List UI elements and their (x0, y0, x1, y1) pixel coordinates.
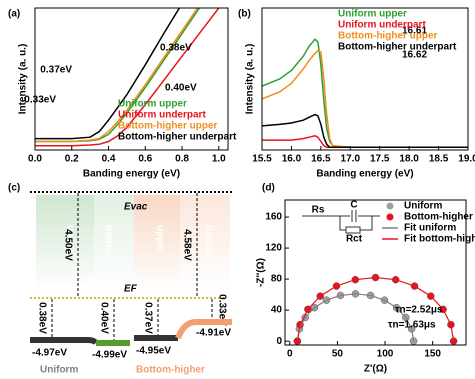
x-tick-label: 150 (424, 349, 441, 360)
annotation: 0.33eV (24, 95, 56, 106)
y-tick-label: 120 (265, 243, 282, 254)
x-tick-label: 0.8 (175, 154, 189, 165)
band (30, 337, 99, 345)
region-label: upper (64, 225, 75, 253)
x-tick-label: 18.5 (429, 154, 449, 165)
panel-label: (a) (8, 9, 20, 20)
circuit-label: Rs (312, 205, 325, 216)
energy-diagram: (c) upper bottom upper bottom Evac EF 4.… (8, 183, 232, 376)
legend-label: Uniform upper (338, 9, 407, 20)
region-label: bottom (102, 225, 113, 259)
legend-label: Bottom-higher underpart (338, 42, 457, 53)
y-axis-label: Intensity (a. u.) (18, 44, 29, 115)
work-function: 4.58eV (181, 229, 192, 261)
y-tick-label: 160 (265, 212, 282, 223)
axes-frame (261, 7, 469, 151)
x-tick-label: 16.5 (311, 154, 331, 165)
panel-label: (c) (8, 183, 20, 194)
level-label: Evac (124, 202, 148, 213)
circuit-label: Rct (346, 234, 363, 245)
axes-frame (284, 199, 467, 346)
region-label: bottom (202, 225, 213, 259)
legend-label: Uniform upper (118, 99, 187, 110)
annotation: 0.38eV (160, 43, 192, 54)
x-axis-label: Banding energy (eV) (83, 169, 180, 180)
gap: 0.33eV (216, 294, 227, 326)
legend-label: Bottom-higher upper (338, 31, 438, 42)
data-line (262, 135, 468, 148)
legend-symbol (386, 213, 394, 221)
data-line (35, 8, 181, 140)
panel-label: (d) (262, 183, 275, 194)
legend-label: Uniform underpart (118, 110, 206, 121)
y-tick-label: 80 (271, 274, 283, 285)
y-axis-label: Intensity (a. u.) (245, 44, 256, 115)
gap: 0.37eV (142, 302, 153, 334)
plot-area (262, 38, 468, 148)
annotation: τn=2.52μs (395, 305, 443, 316)
annotation: 16.62 (402, 50, 427, 61)
data-line (35, 8, 220, 147)
band (175, 319, 232, 340)
annotation: 0.37eV (40, 65, 72, 76)
circuit (302, 210, 380, 234)
x-tick-label: 19.0 (458, 154, 475, 165)
legend-label: Uniform (404, 201, 442, 212)
work-function: 4.50eV (62, 229, 73, 261)
x-tick-label: 100 (377, 349, 394, 360)
x-tick-label: 0.0 (28, 154, 42, 165)
fit-line (296, 293, 415, 342)
plot-area (293, 273, 458, 345)
region (180, 195, 230, 290)
group-label: Bottom-higher (136, 365, 205, 376)
x-tick-label: 0 (287, 349, 293, 360)
gap: 0.40eV (98, 302, 109, 334)
x-tick-label: 17.0 (341, 154, 361, 165)
legend-symbol (386, 202, 394, 210)
panel-label: (b) (238, 9, 251, 20)
x-axis-label: Z'(Ω) (364, 364, 387, 375)
x-tick-label: 18.0 (399, 154, 419, 165)
fit-line (296, 276, 455, 342)
y-axis-label: -Z''(Ω) (256, 258, 267, 287)
data-line (262, 49, 468, 148)
x-tick-label: 0.6 (138, 154, 152, 165)
region (134, 195, 180, 290)
legend-label: Uniform underpart (338, 20, 426, 31)
data-line (262, 113, 468, 148)
x-tick-label: 0.4 (102, 154, 116, 165)
legend-label: Fit uniform (404, 223, 456, 234)
annotation: τn=1.63μs (388, 320, 436, 331)
data-line (262, 38, 468, 148)
arrows (51, 193, 213, 340)
legend-label: Fit bottom-higher (404, 234, 475, 245)
legend-label: Bottom-higher upper (118, 121, 218, 132)
band-energy: -4.95eV (136, 346, 171, 357)
x-tick-label: 50 (332, 349, 344, 360)
region-label: upper (154, 225, 165, 253)
x-tick-label: 15.5 (252, 154, 272, 165)
region (36, 195, 94, 290)
annotation: 0.40eV (165, 83, 197, 94)
x-axis-label: Banding energy (eV) (316, 169, 413, 180)
circuit-label: C (350, 200, 357, 211)
x-tick-label: 17.5 (370, 154, 390, 165)
legend-label: Bottom-higher underpart (118, 132, 237, 143)
x-tick-label: 1.0 (212, 154, 226, 165)
y-tick-label: 40 (271, 305, 283, 316)
x-tick-label: 0.2 (65, 154, 79, 165)
region (94, 195, 134, 290)
group-label: Uniform (40, 365, 78, 376)
annotation: 16.61 (402, 26, 427, 37)
level-label: EF (124, 284, 138, 295)
band-energy: -4.97eV (32, 348, 67, 359)
y-tick-label: 0 (276, 336, 282, 347)
x-tick-label: 16.0 (282, 154, 302, 165)
legend-label: Bottom-higher (404, 212, 473, 223)
band-energy: -4.99eV (92, 350, 127, 361)
gap: 0.38eV (36, 302, 47, 334)
band-energy: -4.91eV (196, 328, 231, 339)
axes-frame (34, 7, 229, 151)
